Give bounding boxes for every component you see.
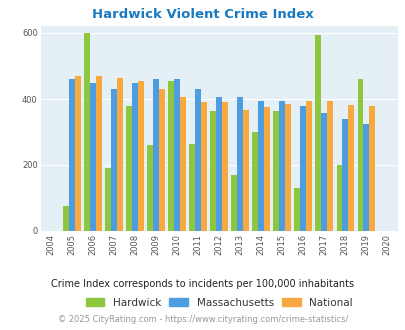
Bar [159, 89, 164, 231]
Bar [126, 106, 132, 231]
Bar [117, 78, 123, 231]
Bar [258, 101, 264, 231]
Bar [75, 76, 81, 231]
Bar [174, 79, 180, 231]
Bar [180, 97, 185, 231]
Bar [231, 175, 237, 231]
Bar [84, 33, 90, 231]
Bar [362, 124, 369, 231]
Bar [222, 102, 228, 231]
Text: Crime Index corresponds to incidents per 100,000 inhabitants: Crime Index corresponds to incidents per… [51, 279, 354, 289]
Bar [264, 107, 269, 231]
Bar [321, 113, 326, 231]
Bar [273, 111, 279, 231]
Bar [105, 168, 111, 231]
Bar [300, 106, 305, 231]
Bar [132, 82, 138, 231]
Bar [69, 79, 75, 231]
Bar [305, 101, 311, 231]
Bar [138, 81, 144, 231]
Text: Hardwick Violent Crime Index: Hardwick Violent Crime Index [92, 8, 313, 21]
Legend: Hardwick, Massachusetts, National: Hardwick, Massachusetts, National [85, 298, 352, 308]
Bar [216, 97, 222, 231]
Bar [200, 102, 207, 231]
Bar [243, 110, 249, 231]
Bar [147, 145, 153, 231]
Text: © 2025 CityRating.com - https://www.cityrating.com/crime-statistics/: © 2025 CityRating.com - https://www.city… [58, 315, 347, 324]
Bar [153, 79, 159, 231]
Bar [90, 82, 96, 231]
Bar [237, 97, 243, 231]
Bar [347, 105, 353, 231]
Bar [341, 119, 347, 231]
Bar [326, 101, 333, 231]
Bar [111, 89, 117, 231]
Bar [369, 106, 374, 231]
Bar [285, 104, 290, 231]
Bar [279, 101, 285, 231]
Bar [63, 206, 69, 231]
Bar [336, 165, 341, 231]
Bar [96, 76, 102, 231]
Bar [315, 35, 321, 231]
Bar [252, 132, 258, 231]
Bar [294, 188, 300, 231]
Bar [189, 144, 195, 231]
Bar [357, 79, 362, 231]
Bar [210, 111, 216, 231]
Bar [168, 81, 174, 231]
Bar [195, 89, 200, 231]
